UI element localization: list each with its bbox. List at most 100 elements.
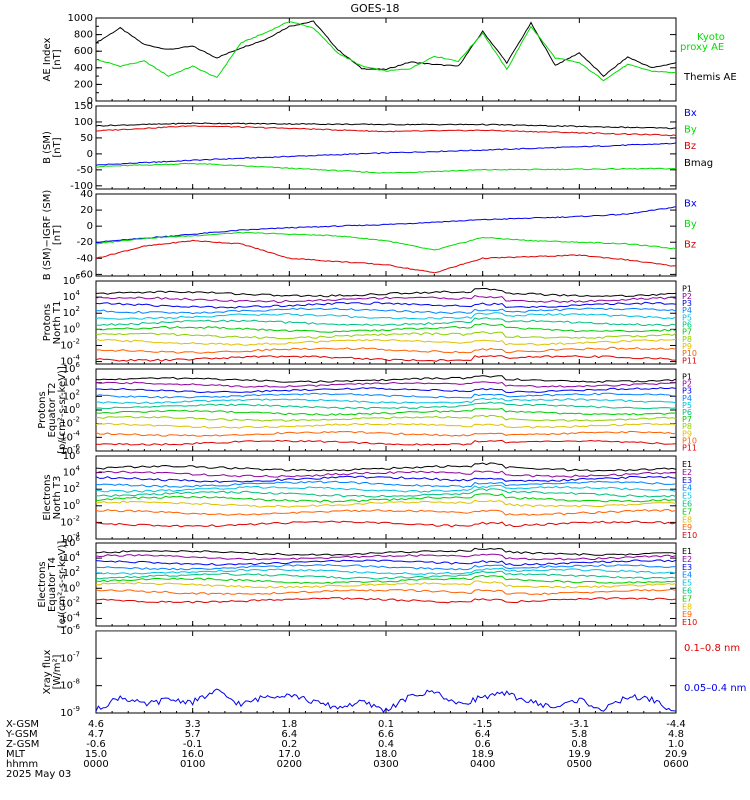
footer-mlt-value: 20.9 (665, 749, 687, 760)
panel-b_sm: -100 -50 0 50 100 150 B (SM)[nT] Bmag Bz By Bx (42, 101, 713, 192)
footer-y_gsm-value: 4.7 (88, 729, 104, 740)
legend-entry: 0.05–0.4 nm (684, 683, 746, 694)
y-tick-label: -60 (77, 269, 93, 280)
y-tick-exponent: -2 (73, 337, 80, 345)
y-tick-label: 100 (74, 117, 93, 128)
channel-line-P7 (96, 323, 676, 333)
y-tick-exponent: 0 (76, 402, 80, 410)
legend-entry-P10: P10 (682, 349, 697, 358)
channel-line-E1 (96, 547, 676, 556)
channel-line-E5 (96, 567, 676, 576)
legend-entry-P1: P1 (682, 373, 692, 382)
y-tick-exponent: 0 (76, 498, 80, 506)
y-tick-exponent: 0 (76, 580, 80, 588)
footer-row-label: Y-GSM (5, 729, 38, 740)
series-line-Bx (96, 206, 676, 244)
y-axis-label: ElectronsNorth T3 (42, 474, 63, 520)
channel-line-P9 (96, 338, 676, 346)
y-tick-exponent: -4 (73, 429, 81, 437)
panel-frame-b_sm (95, 105, 677, 190)
footer-y_gsm-value: 5.8 (571, 729, 587, 740)
footer-time-value: 0300 (373, 759, 398, 770)
channel-line-E7 (96, 493, 676, 503)
y-axis-label-line: [nT] (52, 49, 63, 69)
channel-line-P8 (96, 331, 676, 340)
y-tick-exponent: 4 (76, 375, 81, 383)
y-tick-label: 102 (63, 305, 80, 319)
panel-frame-ae (95, 17, 677, 102)
y-tick-exponent: -2 (73, 595, 80, 603)
series-line-0.05–0.4 nm (96, 688, 676, 713)
y-tick-exponent: 2 (76, 388, 80, 396)
y-axis-label-line: [e/(cm²-s-sr-keV)] (57, 541, 68, 629)
y-axis-label: Xray flux[W/m²] (42, 650, 63, 695)
series-line-Themis AE (96, 20, 676, 77)
y-axis-label-line: Electrons (42, 474, 53, 520)
y-tick-label: 0 (87, 96, 93, 107)
y-tick-label: 1000 (68, 13, 93, 24)
panel-frame-protons_t2 (95, 368, 677, 452)
plot-area (96, 375, 676, 446)
y-axis-label-line: B (SM) (42, 131, 53, 164)
y-tick-exponent: 6 (76, 535, 81, 543)
y-tick-exponent: 0 (76, 321, 80, 329)
y-tick-label: 106 (63, 273, 81, 287)
y-tick-label: 104 (63, 289, 81, 303)
channel-line-E6 (96, 488, 676, 498)
footer-x_gsm-value: 1.8 (281, 719, 297, 730)
y-axis-label-line: Electrons (37, 561, 48, 607)
legend-entry: Bmag (684, 158, 713, 169)
y-axis-label: ElectronsEquator T4[e/(cm²-s-sr-keV)] (37, 541, 68, 629)
channel-line-E9 (96, 508, 676, 516)
y-tick-label: 200 (74, 79, 93, 90)
panel-ae: 0 200 400 600 800 1000 AE Index[nT] Kyotoproxy … (42, 13, 737, 107)
channel-line-E4 (96, 563, 676, 571)
y-tick-exponent: -2 (73, 514, 80, 522)
footer-time-value: 0200 (277, 759, 302, 770)
channel-line-P3 (96, 301, 676, 309)
legend-entry: By (684, 219, 697, 230)
plot-title: GOES-18 (350, 2, 399, 15)
y-axis-label-line: Protons (37, 391, 48, 428)
legend-entry-P7: P7 (682, 328, 692, 337)
y-axis-label: B (SM)−IGRF (SM)[nT] (42, 190, 63, 281)
plot-area (96, 206, 676, 274)
y-axis-label-line: North T1 (52, 301, 63, 345)
legend-entry-E2: E2 (682, 555, 692, 564)
channel-line-E5 (96, 484, 676, 493)
y-tick-label: 150 (74, 101, 93, 112)
legend-entry-E8: E8 (682, 602, 692, 611)
y-axis-label-line: AE Index (42, 37, 53, 81)
legend-entry-E9: E9 (682, 610, 692, 619)
y-axis-label: ProtonsNorth T1 (42, 301, 63, 345)
legend-entry-E2: E2 (682, 468, 692, 477)
y-tick-exponent: 2 (76, 305, 80, 313)
legend-entry-E10: E10 (682, 531, 697, 540)
footer-z_gsm-value: 1.0 (668, 739, 684, 750)
legend-entry-E1: E1 (682, 547, 692, 556)
y-tick-exponent: -6 (73, 623, 81, 631)
y-tick-label: 100 (63, 321, 80, 335)
footer-x_gsm-value: -4.4 (666, 719, 686, 730)
legend-entry-P9: P9 (682, 342, 692, 351)
legend-entry-P4: P4 (682, 306, 692, 315)
channel-line-E3 (96, 559, 676, 566)
plot-area (96, 462, 676, 528)
channel-line-P4 (96, 307, 676, 315)
legend-entry-P4: P4 (682, 394, 692, 403)
footer-row-label: X-GSM (6, 719, 39, 730)
footer-y_gsm-value: 5.7 (185, 729, 201, 740)
footer-time-value: 0100 (180, 759, 205, 770)
y-tick-label: 10-9 (60, 705, 80, 719)
footer-y_gsm-value: 4.8 (668, 729, 684, 740)
legend-entry-E1: E1 (682, 460, 692, 469)
plot-area (96, 547, 676, 604)
footer-mlt-value: 18.9 (472, 749, 494, 760)
channel-line-P1 (96, 288, 676, 298)
legend-entry-P8: P8 (682, 422, 692, 431)
channel-line-E3 (96, 475, 676, 483)
